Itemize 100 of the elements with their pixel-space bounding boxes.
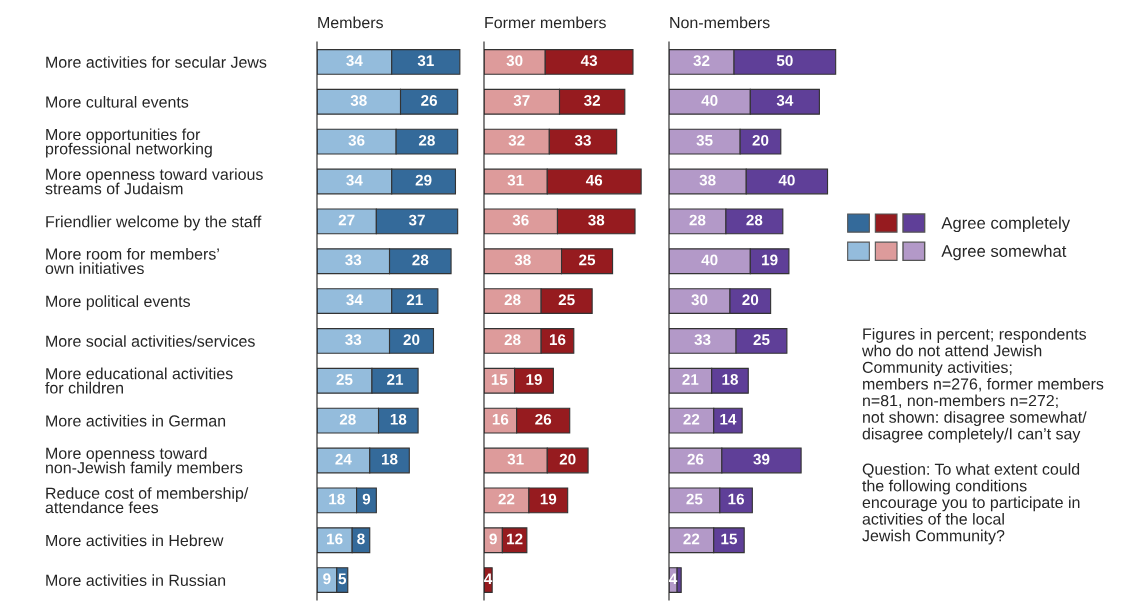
data-label: 18: [390, 413, 407, 425]
data-label: 34: [346, 55, 363, 67]
data-label: 31: [507, 453, 524, 465]
data-label: 46: [585, 174, 603, 186]
y-tick-label: Friendlier welcome by the staff: [46, 215, 262, 231]
text: Question: To what extent could the following conditions encourage you to participate in activities of the local Jewish Community?: [862, 463, 1080, 545]
data-label: 33: [345, 254, 362, 266]
data-label: 18: [722, 374, 738, 385]
data-label: 8: [357, 533, 365, 545]
data-label: 33: [345, 334, 362, 346]
data-label: 15: [721, 533, 738, 545]
data-label: 26: [687, 453, 704, 465]
data-label: 16: [492, 413, 509, 425]
data-label: 14: [720, 414, 737, 425]
data-label: 25: [558, 294, 575, 306]
data-label: 20: [403, 334, 420, 346]
data-label: 5: [338, 573, 347, 585]
data-label: 32: [508, 134, 525, 146]
data-label: 25: [579, 254, 596, 266]
data-label: 25: [753, 334, 770, 346]
data-label: 37: [408, 214, 425, 226]
data-label: 15: [491, 374, 508, 385]
chart-title: Members: [318, 16, 383, 29]
data-label: 29: [415, 174, 432, 186]
y-tick-label: More activities in Hebrew: [46, 534, 224, 547]
data-label: 28: [339, 413, 356, 425]
data-label: 28: [504, 334, 521, 346]
data-label: 36: [348, 134, 365, 146]
data-label: 28: [689, 214, 706, 226]
data-label: 30: [691, 294, 708, 306]
data-label: 20: [559, 453, 576, 465]
data-label: 22: [683, 533, 700, 545]
data-label: 24: [335, 453, 352, 465]
data-label: 28: [504, 294, 521, 306]
data-label: 26: [421, 95, 438, 106]
legend-label: Agree somewhat: [941, 244, 1067, 261]
data-label: 9: [489, 533, 497, 545]
data-label: 40: [778, 174, 795, 186]
y-tick-label: More activities in Russian: [46, 574, 226, 587]
data-label: 34: [346, 294, 363, 306]
data-label: 19: [540, 493, 557, 505]
data-label: 39: [753, 453, 770, 465]
data-label: 31: [417, 55, 434, 67]
y-tick-label: More social activities/services: [46, 335, 255, 347]
chart-title: Former members: [485, 16, 606, 29]
y-tick-label: More opportunities for professional networking: [46, 128, 212, 158]
data-label: 16: [549, 334, 566, 346]
chart-title: Non-members: [670, 16, 770, 29]
data-label: 30: [506, 55, 523, 67]
data-label: 28: [418, 134, 435, 146]
y-tick-label: More room for members’ own initiatives: [45, 247, 219, 275]
data-label: 20: [752, 134, 769, 146]
data-label: 34: [346, 174, 363, 186]
data-label: 32: [693, 55, 710, 67]
data-label: 9: [323, 573, 331, 585]
text: Figures in percent; respondents who do not attend Jewish Community activities; members n=276, former members n=81, non-members n=272; not shown: disagree somewhat/ disagree completely/I can’t say: [861, 328, 1104, 443]
data-label: 33: [694, 334, 711, 346]
data-label: 25: [686, 493, 703, 505]
data-label: 27: [338, 214, 355, 226]
data-label: 28: [412, 254, 429, 266]
data-label: 32: [584, 95, 601, 106]
data-label: 37: [513, 95, 530, 106]
data-label: 38: [514, 254, 531, 266]
data-label: 38: [699, 174, 716, 186]
data-label: 31: [507, 174, 524, 186]
data-label: 28: [746, 214, 763, 226]
data-label: 21: [682, 374, 699, 385]
data-label: 20: [742, 294, 759, 306]
data-label: 21: [387, 374, 404, 385]
data-label: 22: [498, 493, 515, 505]
y-tick-label: More educational activities for children: [45, 367, 233, 394]
data-label: 18: [381, 453, 398, 465]
data-label: 25: [336, 374, 353, 385]
y-tick-label: Reduce cost of membership/ attendance fees: [45, 487, 249, 514]
data-label: 18: [329, 493, 345, 505]
data-label: 43: [580, 55, 598, 67]
y-tick-label: More cultural events: [46, 96, 189, 108]
data-label: 16: [327, 533, 343, 545]
y-tick-label: More political events: [46, 295, 191, 311]
data-label: 26: [535, 413, 552, 425]
data-label: 12: [507, 533, 523, 545]
data-label: 19: [762, 254, 778, 266]
data-label: 34: [776, 95, 794, 106]
data-label: 21: [406, 294, 423, 306]
data-label: 19: [526, 374, 542, 385]
legend-label: Agree completely: [941, 216, 1071, 233]
data-label: 50: [776, 55, 793, 67]
data-label: 36: [512, 214, 529, 226]
y-tick-label: More openness toward non-Jewish family members: [46, 447, 243, 477]
data-label: 40: [701, 254, 718, 266]
y-tick-label: More openness toward various streams of Judaism: [45, 168, 263, 195]
data-label: 33: [574, 134, 591, 146]
data-label: 22: [683, 413, 700, 425]
data-label: 38: [350, 95, 367, 106]
data-label: 40: [701, 95, 718, 106]
y-tick-label: More activities in German: [46, 414, 226, 427]
data-label: 4: [484, 573, 493, 585]
data-label: 9: [362, 493, 371, 505]
data-label: 16: [728, 493, 745, 505]
data-label: 38: [588, 214, 605, 226]
